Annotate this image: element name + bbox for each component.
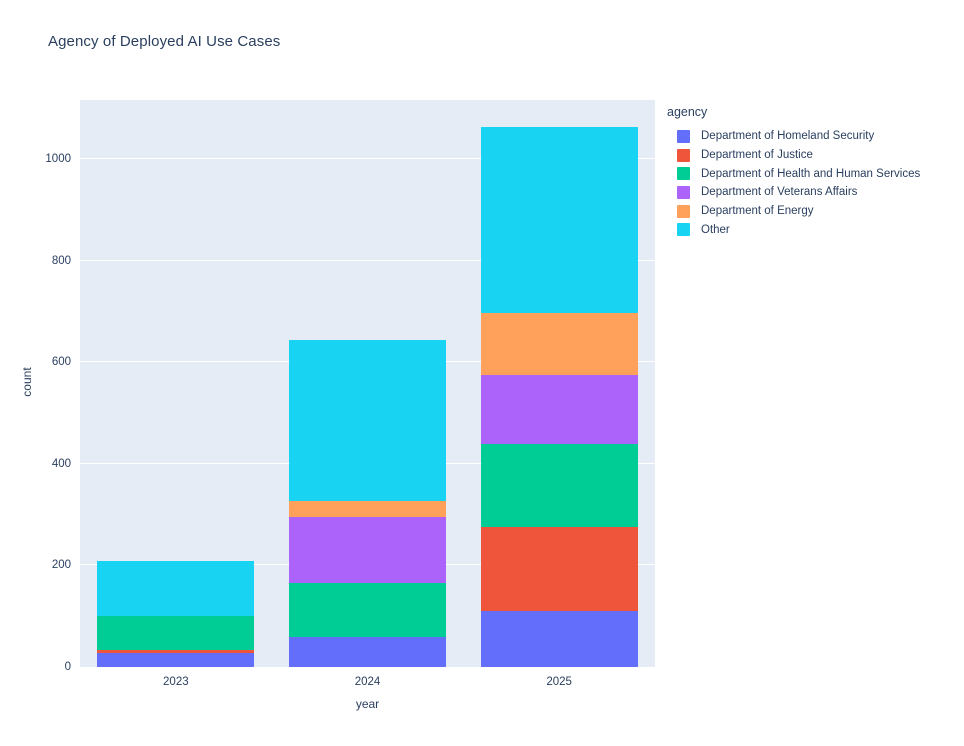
legend-item-label: Department of Homeland Security — [701, 130, 875, 143]
legend-item-label: Department of Veterans Affairs — [701, 186, 858, 199]
y-axis-tick-labels: 0 200 400 600 800 1000 — [0, 100, 71, 673]
bar-stack — [97, 560, 255, 667]
legend-item[interactable]: Department of Justice — [667, 146, 957, 165]
bar-segment[interactable] — [480, 127, 638, 313]
bar-segment[interactable] — [480, 312, 638, 375]
legend-item[interactable]: Department of Health and Human Services — [667, 164, 957, 183]
y-axis-tick-label: 0 — [64, 661, 71, 673]
bar-stack — [288, 340, 447, 667]
legend-item[interactable]: Department of Veterans Affairs — [667, 183, 957, 202]
bar-segment[interactable] — [480, 611, 638, 667]
page-title: Agency of Deployed AI Use Cases — [48, 33, 281, 50]
y-axis-tick-label: 400 — [51, 457, 71, 470]
y-axis-tick-label: 600 — [51, 356, 71, 369]
legend-swatch-icon — [677, 148, 690, 162]
bar-segment[interactable] — [288, 500, 447, 517]
legend-swatch-icon — [677, 185, 690, 199]
legend-items: Department of Homeland Security Departmen… — [667, 127, 957, 239]
gridline — [80, 259, 655, 261]
x-axis-tick-label-2025: 2025 — [546, 676, 572, 688]
bar-group-2024[interactable] — [288, 100, 447, 667]
y-axis-tick-label: 1000 — [45, 153, 71, 166]
bar-segment[interactable] — [97, 615, 255, 650]
legend-item[interactable]: Other — [667, 220, 957, 239]
bar-segment[interactable] — [97, 560, 255, 616]
bar-segment[interactable] — [480, 443, 638, 527]
bar-segment[interactable] — [97, 649, 255, 653]
legend-item[interactable]: Department of Energy — [667, 202, 957, 221]
y-axis-tick-label: 200 — [51, 559, 71, 572]
legend-swatch-icon — [677, 223, 690, 237]
bar-stack — [480, 127, 638, 667]
bar-group-2025[interactable] — [480, 100, 638, 667]
legend-title: agency — [667, 105, 708, 119]
legend-swatch-icon — [677, 204, 690, 218]
legend-swatch-icon — [677, 129, 690, 143]
y-axis-tick-label: 800 — [51, 254, 71, 267]
legend-item-label: Department of Health and Human Services — [701, 167, 921, 180]
bar-segment[interactable] — [288, 582, 447, 638]
x-axis-title: year — [355, 697, 380, 711]
bar-segment[interactable] — [97, 652, 255, 667]
x-axis-tick-label-2024: 2024 — [354, 676, 381, 688]
legend-swatch-icon — [677, 167, 690, 181]
legend-item-label: Department of Justice — [701, 149, 813, 162]
legend-item-label: Department of Energy — [701, 205, 814, 218]
bar-segment[interactable] — [480, 526, 638, 612]
bar-segment[interactable] — [288, 516, 447, 583]
plot-area — [80, 100, 655, 667]
legend: agency Department of Homeland Security De… — [667, 105, 957, 239]
gridline — [80, 158, 655, 160]
x-axis-tick-label-2023: 2023 — [163, 676, 189, 688]
legend-item-label: Other — [701, 223, 730, 236]
y-axis-title: count — [20, 367, 34, 397]
bar-segment[interactable] — [480, 374, 638, 444]
legend-item[interactable]: Department of Homeland Security — [667, 127, 957, 146]
bar-group-2023[interactable] — [97, 100, 255, 667]
bar-segment[interactable] — [288, 340, 447, 501]
bar-segment[interactable] — [288, 637, 447, 667]
